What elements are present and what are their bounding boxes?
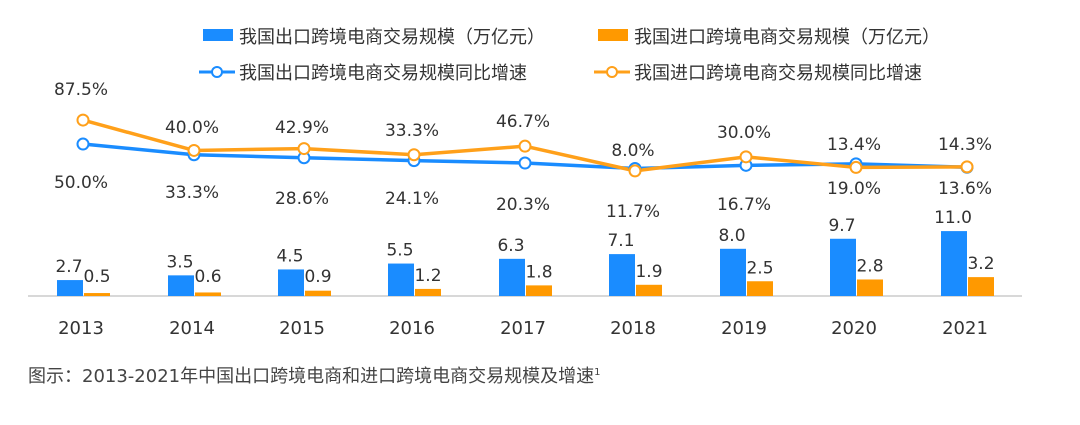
import-bar-2021 [968,277,994,296]
import-bar-label-2017: 1.8 [525,262,552,282]
legend-import-bar-label: 我国进口跨境电商交易规模（万亿元） [634,27,940,48]
import-bar-2017 [526,285,552,296]
import-growth-point-2013 [76,113,90,127]
import-bar-2013 [84,293,110,296]
import-bar-label-2020: 2.8 [856,256,883,276]
export-bar-2017 [499,258,525,296]
x-tick-label-2021: 2021 [942,318,988,339]
export-growth-label-2016: 24.1% [385,189,439,209]
export-bar-label-2019: 8.0 [718,226,745,246]
import-bar-label-2016: 1.2 [414,266,441,286]
export-bar-label-2020: 9.7 [828,216,855,236]
x-tick-label-2018: 2018 [610,318,656,339]
import-growth-label-2018: 8.0% [611,141,654,161]
export-bar-label-2013: 2.7 [55,257,82,277]
legend-export-bar-swatch [203,29,233,41]
import-bar-2014 [195,292,221,296]
legend-export-bar-label: 我国出口跨境电商交易规模（万亿元） [239,27,545,48]
import-growth-point-2019 [739,150,753,164]
export-growth-label-2018: 11.7% [606,202,660,222]
caption-text: 图示：2013-2021年中国出口跨境电商和进口跨境电商交易规模及增速 [28,366,595,387]
export-bar-2015 [278,269,304,296]
import-growth-label-2015: 42.9% [275,118,329,138]
export-bar-2013 [57,280,83,296]
import-growth-point-2016 [407,148,421,162]
import-growth-label-2017: 46.7% [496,112,550,132]
import-bar-2015 [305,290,331,296]
import-growth-label-2020: 13.4% [827,135,881,155]
legend-import-line-label: 我国进口跨境电商交易规模同比增速 [634,63,922,84]
x-tick-label-2015: 2015 [279,318,325,339]
import-growth-label-2014: 40.0% [165,118,219,138]
import-growth-point-2020 [849,160,863,174]
export-growth-label-2017: 20.3% [496,195,550,215]
import-growth-label-2019: 30.0% [717,123,771,143]
export-growth-label-2020: 19.0% [827,179,881,199]
x-tick-label-2020: 2020 [831,318,877,339]
legend-export-line-label: 我国出口跨境电商交易规模同比增速 [239,63,527,84]
import-growth-point-2017 [518,139,532,153]
import-growth-point-2014 [187,143,201,157]
x-tick-label-2013: 2013 [58,318,104,339]
import-bar-label-2014: 0.6 [194,267,221,287]
chart: 我国出口跨境电商交易规模（万亿元） 我国进口跨境电商交易规模（万亿元） 我国出口跨境… [28,27,1022,339]
export-bar-2019 [720,248,746,296]
export-bar-label-2014: 3.5 [166,252,193,272]
import-bar-2018 [636,284,662,296]
x-tick-label-2014: 2014 [169,318,215,339]
legend-import-line-swatch-marker [606,66,618,78]
legend-import-bar-swatch [598,29,628,41]
export-bar-2014 [168,275,194,296]
import-growth-point-2021 [960,160,974,174]
export-bar-label-2017: 6.3 [497,236,524,256]
legend-export-line-swatch-marker [211,66,223,78]
x-tick-label-2019: 2019 [721,318,767,339]
import-bar-2020 [857,279,883,296]
export-growth-label-2014: 33.3% [165,183,219,203]
export-bar-label-2015: 4.5 [276,246,303,266]
export-growth-label-2021: 13.6% [938,179,992,199]
import-growth-point-2015 [297,142,311,156]
import-growth-label-2016: 33.3% [385,121,439,141]
import-growth-point-2018 [628,164,642,178]
x-tick-label-2016: 2016 [389,318,435,339]
export-bar-label-2018: 7.1 [607,231,634,251]
export-growth-label-2013: 50.0% [54,173,108,193]
import-bar-label-2019: 2.5 [746,258,773,278]
figure-caption: 图示：2013-2021年中国出口跨境电商和进口跨境电商交易规模及增速1 [28,362,601,388]
x-tick-label-2017: 2017 [500,318,546,339]
export-growth-label-2015: 28.6% [275,189,329,209]
import-growth-label-2021: 14.3% [938,135,992,155]
import-bar-2019 [747,281,773,296]
import-bar-label-2015: 0.9 [304,267,331,287]
import-bar-label-2013: 0.5 [83,267,110,287]
export-growth-point-2013 [76,137,90,151]
export-bar-2021 [941,231,967,296]
export-bar-2016 [388,263,414,296]
import-bar-label-2021: 3.2 [967,254,994,274]
export-bar-2018 [609,254,635,296]
export-bar-label-2021: 11.0 [934,208,972,228]
export-growth-label-2019: 16.7% [717,195,771,215]
export-bar-label-2016: 5.5 [386,241,413,261]
import-bar-label-2018: 1.9 [635,262,662,282]
import-bar-2016 [415,288,441,296]
import-growth-label-2013: 87.5% [54,80,108,100]
caption-footnote-mark: 1 [594,367,601,378]
export-growth-point-2017 [518,156,532,170]
export-bar-2020 [830,238,856,296]
